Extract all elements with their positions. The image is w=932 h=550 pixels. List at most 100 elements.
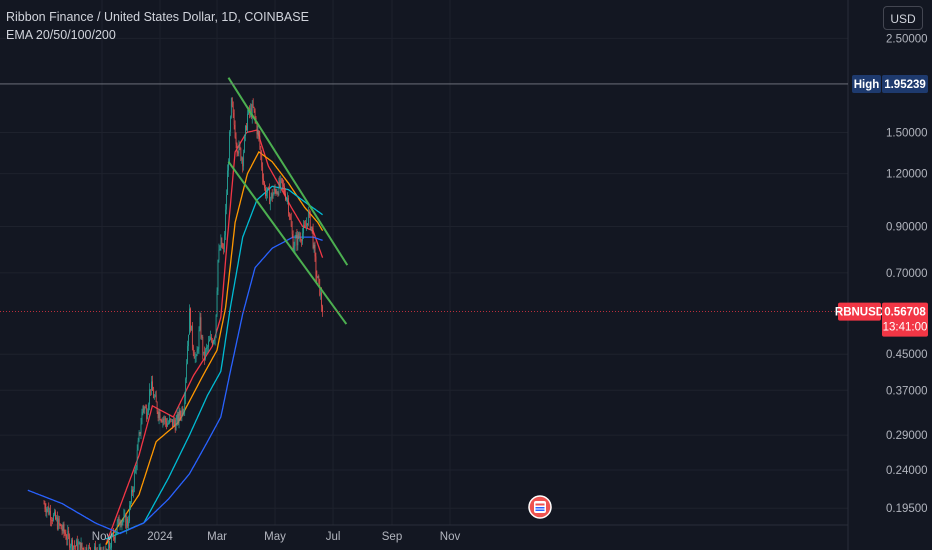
candle-body <box>152 381 153 391</box>
candle-body <box>61 528 63 531</box>
candle-body <box>201 336 203 338</box>
candle-body <box>43 503 45 505</box>
candle-body <box>136 450 138 468</box>
candle-body <box>297 233 299 246</box>
candle-body <box>300 237 302 241</box>
candle-body <box>276 192 278 194</box>
candle-body <box>225 209 226 236</box>
candle-body <box>243 152 245 167</box>
candle-body <box>122 519 124 522</box>
candle-body <box>197 348 199 351</box>
candle-body <box>75 540 77 547</box>
candle-body <box>237 152 239 154</box>
trend-channel[interactable] <box>227 77 349 325</box>
candle-body <box>223 247 225 249</box>
candle-body <box>222 247 224 248</box>
candle-body <box>147 412 148 419</box>
y-tick-label-2: 1.20000 <box>886 169 928 181</box>
candle-body <box>299 237 301 238</box>
candle-body <box>171 419 172 420</box>
candle-body <box>309 211 311 230</box>
candle-body <box>100 547 102 550</box>
candle-body <box>208 341 209 347</box>
indicator-legend[interactable]: EMA 20/50/100/200 <box>6 28 116 42</box>
candle-body <box>153 396 155 398</box>
channel-line-lower[interactable] <box>227 161 348 325</box>
candle-body <box>129 505 130 522</box>
candle-body <box>157 411 159 418</box>
candle-body <box>173 419 175 423</box>
candle-body <box>247 113 248 131</box>
candle-body <box>274 188 276 191</box>
candle-body <box>70 546 71 548</box>
symbol-title[interactable]: Ribbon Finance / United States Dollar, 1… <box>6 10 309 24</box>
candle-body <box>288 213 290 218</box>
candle-body <box>236 143 238 153</box>
candle-body <box>71 539 72 547</box>
candle-body <box>287 197 288 199</box>
candle-body <box>170 418 171 420</box>
candle-body <box>277 192 279 196</box>
candle-body <box>46 508 48 513</box>
candle-body <box>160 420 162 421</box>
candle-body <box>74 545 75 547</box>
candle-body <box>168 422 169 424</box>
currency-button[interactable]: USD <box>883 6 923 30</box>
earnings-icon[interactable] <box>528 495 552 519</box>
candle-body <box>154 395 156 397</box>
candle-body <box>254 110 256 119</box>
candle-body <box>82 548 84 549</box>
candle-body <box>155 395 157 403</box>
candle-body <box>226 194 227 210</box>
x-tick-label-6: Nov <box>440 531 461 543</box>
candle-body <box>149 389 150 405</box>
candle-body <box>166 422 168 427</box>
candle-body <box>119 523 121 525</box>
candle-body <box>148 404 149 413</box>
y-tick-label-3: 0.90000 <box>886 222 928 234</box>
candle-body <box>246 125 247 131</box>
time-axis[interactable]: Nov 2024 Mar May Jul Sep Nov <box>92 531 461 543</box>
bar-countdown: 13:41:00 <box>883 322 928 334</box>
candle-body <box>230 117 231 132</box>
candle-body <box>63 524 65 533</box>
candle-body <box>270 193 272 199</box>
y-tick-label-4: 0.70000 <box>886 268 928 280</box>
candle-body <box>60 524 62 529</box>
high-value-box <box>882 74 928 93</box>
candle-body <box>75 545 76 547</box>
candle-body <box>125 514 127 528</box>
candle-body <box>116 522 118 531</box>
candle-body <box>238 143 240 154</box>
candle-body <box>114 534 116 540</box>
candle-body <box>221 237 223 248</box>
candle-body <box>55 511 56 520</box>
candle-body <box>76 540 78 550</box>
candle-body <box>114 537 115 540</box>
candle-body <box>188 334 189 347</box>
candle-body <box>123 514 125 520</box>
x-tick-label-2: Mar <box>207 531 227 543</box>
candle-body <box>169 418 170 423</box>
price-axis[interactable]: 2.50000 1.50000 1.20000 0.90000 0.70000 0.450… <box>886 33 928 515</box>
candle-body <box>86 547 88 550</box>
candle-body <box>48 506 50 515</box>
candle-body <box>271 193 273 199</box>
candle-body <box>58 518 60 524</box>
chart-legend: Ribbon Finance / United States Dollar, 1… <box>6 8 309 44</box>
candle-body <box>263 178 264 183</box>
candle-body <box>90 547 91 550</box>
candle-body <box>44 503 46 509</box>
candle-body <box>240 148 242 160</box>
candle-body <box>69 535 71 548</box>
candle-body <box>244 135 245 153</box>
candle-body <box>286 198 287 200</box>
candle-body <box>291 226 293 235</box>
channel-line-upper[interactable] <box>227 77 349 266</box>
candle-body <box>280 178 282 187</box>
candle-body <box>220 237 222 250</box>
candle-body <box>199 317 201 330</box>
candle-body <box>257 130 259 135</box>
candle-body <box>294 238 296 247</box>
